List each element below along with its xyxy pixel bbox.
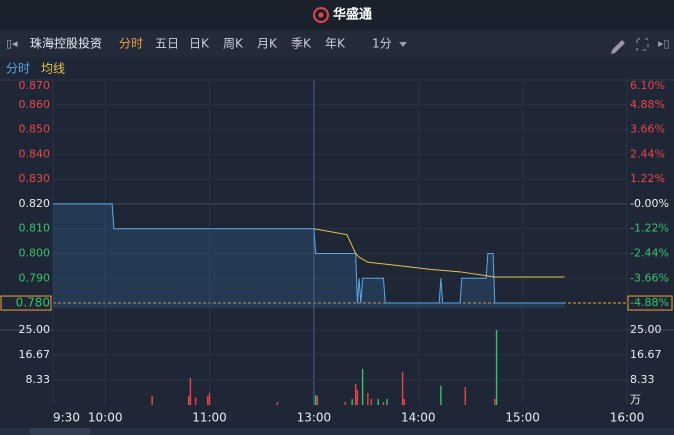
- y-tick-label: 0.790: [19, 271, 51, 284]
- y-tick-label: 0.840: [19, 147, 51, 160]
- price-area: [53, 203, 565, 308]
- y2-tick-label: -2.44%: [630, 247, 669, 260]
- volume-bar: [361, 369, 364, 405]
- y2-tick-label: -4.88%: [630, 296, 669, 309]
- scrollbar: [0, 428, 674, 435]
- x-tick-label: 16:00: [610, 411, 645, 425]
- volume-bar: [207, 396, 209, 405]
- last-price-box: [0, 295, 52, 311]
- chart-bg: [0, 58, 674, 435]
- vol-tick-label-right: 16.67: [630, 348, 662, 361]
- y-tick-label: 0.800: [19, 246, 51, 259]
- y-tick-label: 0.850: [19, 123, 51, 136]
- collapse-icon[interactable]: ▯◂: [6, 37, 18, 50]
- volume-bar: [314, 395, 317, 405]
- series-line: [313, 228, 565, 278]
- scroll-thumb[interactable]: [30, 428, 90, 435]
- y2-tick-label: 2.44%: [630, 147, 665, 160]
- y2-tick-label: 3.66%: [630, 123, 665, 136]
- volume-bar: [401, 372, 404, 405]
- tab[interactable]: 季K: [291, 37, 312, 51]
- x-tick-label: 9:30: [53, 411, 80, 425]
- y2-tick-label: 4.88%: [630, 98, 665, 111]
- vol-tick-label: 25.00: [19, 323, 51, 336]
- volume-bar: [382, 402, 385, 405]
- draw-icon[interactable]: [611, 40, 625, 54]
- y-tick-label: 0.830: [19, 172, 51, 185]
- volume-bar: [189, 378, 192, 405]
- expand-icon[interactable]: [636, 38, 649, 51]
- volume-bar: [344, 402, 346, 405]
- tab[interactable]: 分时: [119, 37, 143, 51]
- y-tick-label: 0.820: [19, 197, 51, 210]
- y-tick-label: 0.870: [19, 79, 51, 92]
- volume-bar: [208, 393, 211, 405]
- tab[interactable]: 周K: [223, 37, 244, 51]
- legend-entry: 分时: [6, 62, 30, 76]
- y2-tick-label: 6.10%: [630, 79, 665, 92]
- toolbar: [0, 30, 674, 58]
- x-tick-label: 10:00: [88, 411, 123, 425]
- legend-entry: 均线: [41, 62, 65, 76]
- y-tick-label: 0.780: [16, 296, 50, 310]
- volume-bar: [386, 399, 388, 405]
- volume-bar: [356, 390, 359, 405]
- vol-tick-label-right: 25.00: [630, 323, 662, 336]
- x-tick-label: 14:00: [401, 411, 436, 425]
- y2-tick-label: -0.00%: [630, 197, 669, 210]
- tab[interactable]: 月K: [257, 37, 278, 51]
- x-tick-label: 11:00: [192, 411, 227, 425]
- stock-name: 珠海控股投资: [30, 36, 102, 51]
- volume-bar: [440, 385, 442, 405]
- y2-tick-label: -1.22%: [630, 222, 669, 235]
- volume-bar: [151, 396, 153, 405]
- interval[interactable]: 1分: [372, 37, 392, 51]
- volume-bar: [377, 399, 379, 405]
- y2-tick-label: -3.66%: [630, 271, 669, 284]
- volume-bar: [354, 384, 357, 405]
- header-bar: [0, 0, 674, 30]
- tab[interactable]: 五日: [155, 37, 179, 51]
- brand: 华盛通: [333, 7, 372, 23]
- vol-tick-label: 16.67: [19, 348, 51, 361]
- dropdown-arrow[interactable]: [399, 42, 407, 47]
- volume-bar: [194, 397, 197, 405]
- vol-tick-label: 8.33: [26, 373, 51, 386]
- series-line: [53, 203, 565, 304]
- volume-bar: [367, 393, 369, 405]
- volume-bar: [494, 399, 496, 405]
- volume-bar: [403, 399, 406, 405]
- y-tick-label: 0.810: [19, 222, 51, 235]
- tab[interactable]: 年K: [325, 37, 346, 51]
- collapse-right-icon[interactable]: ▸▯: [658, 37, 670, 50]
- volume-bar: [351, 399, 353, 405]
- brand-logo: [313, 7, 329, 23]
- x-tick-label: 15:00: [505, 411, 540, 425]
- vol-tick-label-right: 8.33: [630, 373, 655, 386]
- vol-unit: 万: [630, 393, 641, 406]
- volume-bar: [495, 330, 498, 405]
- x-tick-label: 13:00: [297, 411, 332, 425]
- volume-bar: [187, 396, 190, 405]
- volume-bar: [464, 387, 466, 405]
- volume-bar: [276, 402, 279, 405]
- y2-tick-label: 1.22%: [630, 172, 665, 185]
- volume-bar: [316, 396, 319, 405]
- y-tick-label: 0.860: [19, 98, 51, 111]
- tab[interactable]: 日K: [189, 37, 210, 51]
- volume-bar: [370, 399, 373, 405]
